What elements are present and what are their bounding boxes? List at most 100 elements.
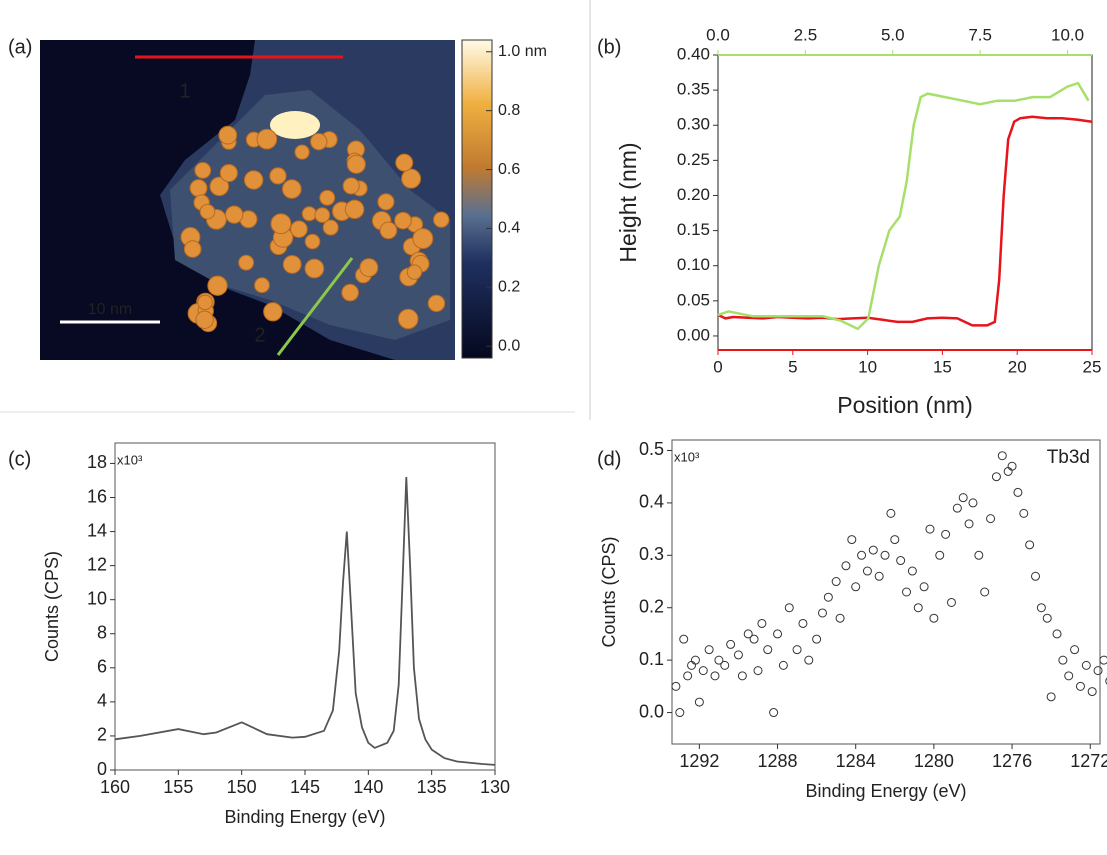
scatter-point <box>986 514 996 524</box>
cluster <box>263 302 283 322</box>
scatter-point <box>1099 655 1107 665</box>
y-tick-label: 0.35 <box>677 80 710 99</box>
scatter-point <box>991 472 1001 482</box>
x-tick-label: 1276 <box>992 751 1032 771</box>
x2-tick-label: 7.5 <box>968 25 992 44</box>
y-tick-label: 0.4 <box>639 492 664 512</box>
line-series <box>717 115 1093 327</box>
panel-label: (b) <box>597 36 621 58</box>
scatter-point <box>868 545 878 555</box>
scatter-point <box>812 634 822 644</box>
x-tick-label: 5 <box>788 357 797 376</box>
scatter-point <box>958 493 968 503</box>
scatter-point <box>851 582 861 592</box>
cluster <box>406 264 423 280</box>
scatter-point <box>743 629 753 639</box>
scatter-point <box>687 660 697 670</box>
y-tick-label: 0.2 <box>639 596 664 616</box>
scatter-point <box>1070 645 1080 655</box>
cluster <box>310 133 328 151</box>
cluster <box>282 254 302 274</box>
colorbar-tick-label: 0.4 <box>498 220 520 237</box>
scatter-point <box>773 629 783 639</box>
x-tick-label: 130 <box>480 777 510 797</box>
cluster <box>290 220 308 239</box>
cluster <box>189 179 208 198</box>
x-tick-label: 150 <box>227 777 257 797</box>
scatter-point <box>902 587 912 597</box>
scatter-point <box>753 666 763 676</box>
panel-label: (c) <box>8 448 31 470</box>
x-tick-label: 1272 <box>1070 751 1107 771</box>
y-tick-label: 0.25 <box>677 150 710 169</box>
scatter-point <box>862 566 872 576</box>
cluster <box>427 294 446 313</box>
cluster <box>281 179 302 199</box>
plot-frame <box>114 442 496 771</box>
x-tick-label: 1288 <box>758 751 798 771</box>
x-tick-label: 25 <box>1083 357 1102 376</box>
scatter-point <box>1003 466 1013 476</box>
colorbar-tick-label: 1.0 nm <box>498 43 547 60</box>
scatter-point <box>907 566 917 576</box>
scatter-point <box>1025 540 1035 550</box>
cluster <box>256 128 278 150</box>
scatter-point <box>1081 660 1091 670</box>
scatter-point <box>1052 629 1062 639</box>
scatter-point <box>675 708 685 718</box>
stm-image <box>40 40 455 360</box>
plot-frame <box>717 54 1093 351</box>
cluster <box>346 154 366 174</box>
x-tick-label: 155 <box>163 777 193 797</box>
scatter-point <box>690 655 700 665</box>
cluster <box>322 219 339 236</box>
x2-tick-label: 0.0 <box>706 25 730 44</box>
cluster <box>394 211 412 230</box>
colorbar-tick-label: 0.0 <box>498 337 520 354</box>
annotation: Tb3d <box>1047 447 1090 468</box>
plot-frame <box>671 439 1101 745</box>
cluster <box>433 211 450 228</box>
cluster <box>304 233 321 250</box>
cluster <box>377 193 395 211</box>
x-tick-label: 135 <box>417 777 447 797</box>
x-tick-label: 20 <box>1008 357 1027 376</box>
y-tick-label: 14 <box>87 520 107 540</box>
cluster <box>319 189 336 206</box>
x2-tick-label: 2.5 <box>794 25 818 44</box>
cluster <box>314 207 331 223</box>
scatter-point <box>694 697 704 707</box>
x-tick-label: 145 <box>290 777 320 797</box>
scatter-point <box>952 503 962 513</box>
scatter-point <box>847 535 857 545</box>
scatter-point <box>935 550 945 560</box>
cluster <box>207 275 228 296</box>
y-tick-label: 0.3 <box>639 544 664 564</box>
y-axis-label: Counts (CPS) <box>599 536 619 647</box>
scatter-point <box>913 603 923 613</box>
cluster <box>243 170 264 190</box>
scatter-point <box>784 603 794 613</box>
y-tick-label: 0.0 <box>639 701 664 721</box>
x2-tick-label: 5.0 <box>881 25 905 44</box>
scatter-point <box>831 577 841 587</box>
scatter-point <box>841 561 851 571</box>
y-tick-label: 0.30 <box>677 115 710 134</box>
scatter-point <box>1105 677 1107 685</box>
x-tick-label: 0 <box>713 357 722 376</box>
scatter-point <box>726 639 736 649</box>
cluster <box>304 258 325 279</box>
x-axis-label: Position (nm) <box>837 392 972 418</box>
scatter-point <box>1058 655 1068 665</box>
x-tick-label: 1292 <box>679 751 719 771</box>
scatter-point <box>980 587 990 597</box>
y-tick-label: 12 <box>87 554 107 574</box>
scatter-point <box>798 618 808 628</box>
y-tick-label: 0.10 <box>677 255 710 274</box>
cluster <box>209 176 230 197</box>
y-tick-label: 0.20 <box>677 185 710 204</box>
panel-label: (a) <box>8 36 32 58</box>
cluster <box>344 199 365 220</box>
line-series <box>114 477 496 766</box>
scatter-point <box>874 571 884 581</box>
